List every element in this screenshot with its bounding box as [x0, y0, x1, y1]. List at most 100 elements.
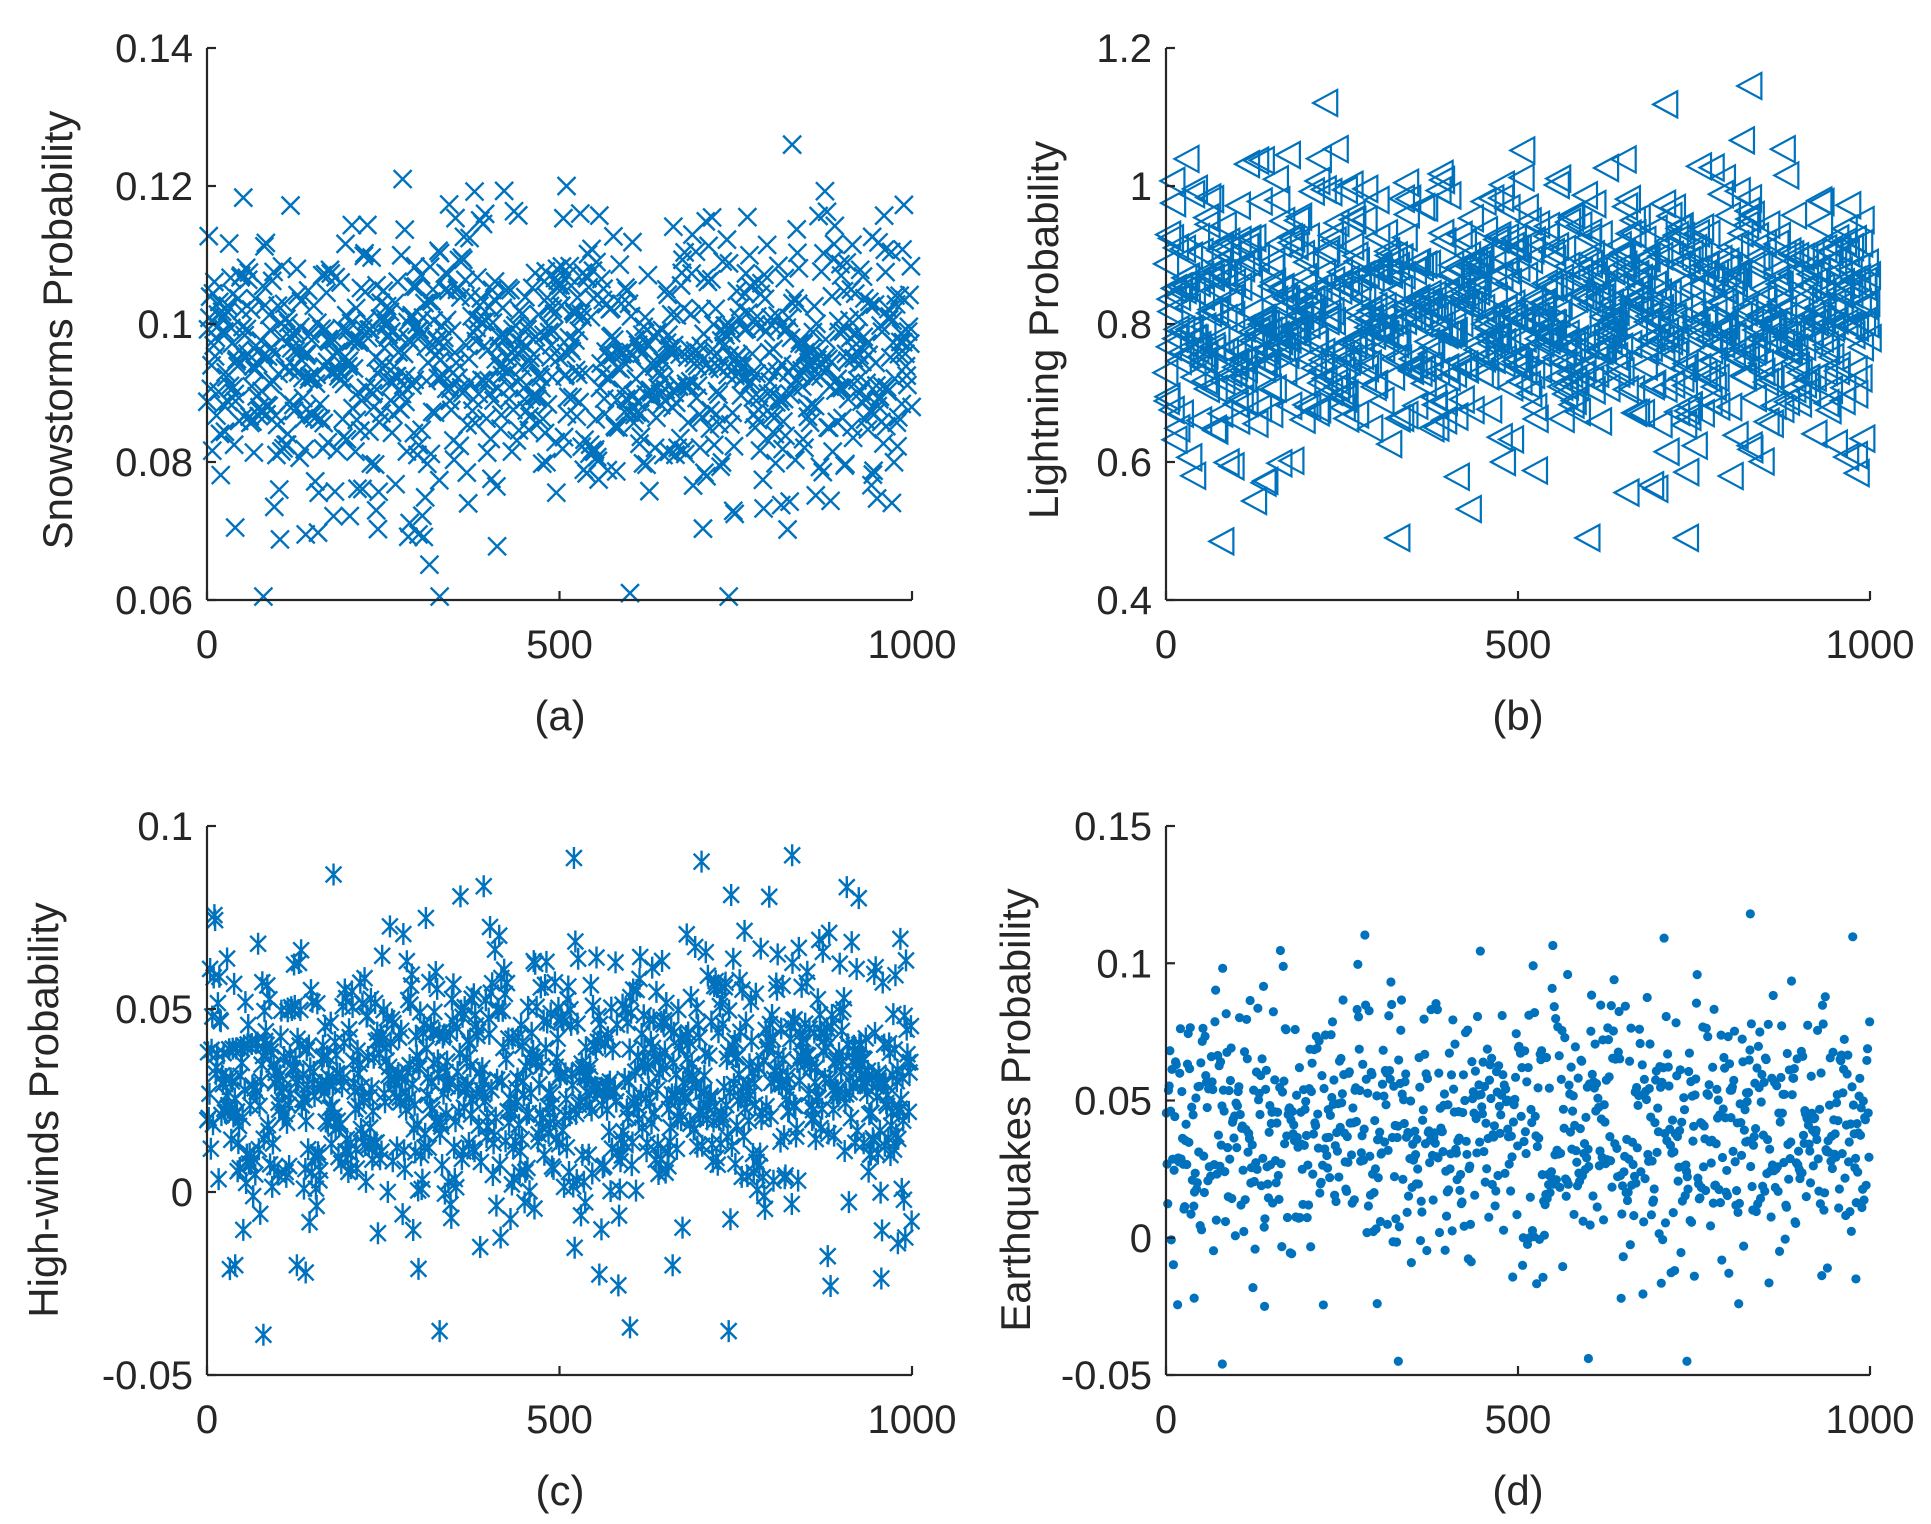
data-point — [263, 262, 284, 282]
data-point — [393, 1203, 412, 1226]
data-point — [1541, 1052, 1552, 1063]
data-point — [1327, 1017, 1338, 1027]
data-point — [1847, 1082, 1857, 1092]
data-point — [382, 422, 402, 443]
data-point — [1544, 1083, 1554, 1093]
data-point — [1391, 400, 1419, 430]
data-point — [831, 265, 851, 286]
data-point — [1400, 390, 1429, 421]
data-point — [1699, 1121, 1709, 1131]
data-point — [1427, 218, 1455, 248]
data-point — [1484, 220, 1512, 251]
data-point — [1639, 270, 1668, 300]
data-point — [888, 407, 909, 428]
data-point — [1350, 174, 1379, 204]
data-point — [1729, 1026, 1740, 1036]
data-point — [850, 259, 871, 280]
data-point — [491, 1226, 510, 1249]
data-point — [538, 394, 558, 415]
data-point — [673, 1216, 692, 1239]
data-point — [1582, 1153, 1592, 1163]
caption-c: (c) — [536, 1467, 585, 1514]
data-point — [297, 343, 318, 364]
data-point — [1315, 1188, 1325, 1198]
data-point — [1810, 1113, 1820, 1123]
data-point — [1463, 249, 1492, 280]
data-point — [739, 245, 760, 266]
data-point — [1702, 362, 1730, 393]
data-point — [1680, 430, 1708, 461]
data-point — [783, 844, 801, 867]
data-point — [355, 282, 376, 302]
data-point — [1259, 373, 1287, 404]
data-point — [1306, 1242, 1316, 1252]
data-point — [798, 406, 818, 427]
data-point — [794, 437, 815, 458]
y-tick-label: 0.06 — [115, 579, 193, 623]
data-point — [249, 932, 267, 955]
data-point — [519, 995, 537, 1018]
data-point — [1721, 420, 1749, 451]
data-point — [741, 363, 762, 384]
data-point — [561, 341, 582, 362]
data-point — [901, 397, 922, 417]
data-point — [1534, 1133, 1544, 1143]
data-point — [679, 376, 699, 397]
data-point — [410, 326, 431, 347]
data-point — [1304, 143, 1332, 174]
data-point — [753, 469, 773, 490]
data-point — [1300, 277, 1329, 307]
data-point — [1475, 946, 1485, 956]
data-point — [1290, 1024, 1300, 1035]
data-point — [1208, 1246, 1219, 1256]
data-point — [1642, 992, 1652, 1003]
data-point — [1726, 218, 1754, 249]
data-point — [1437, 1126, 1447, 1137]
data-point — [415, 487, 436, 508]
data-point — [1765, 1144, 1775, 1154]
data-point — [1676, 1247, 1686, 1258]
data-point — [824, 216, 845, 236]
data-point — [842, 234, 863, 255]
data-point — [392, 169, 413, 189]
data-point — [1491, 1186, 1501, 1196]
data-point — [1749, 1132, 1759, 1142]
data-point — [1272, 1107, 1283, 1117]
data-point — [569, 947, 587, 970]
data-point — [1603, 1035, 1614, 1045]
data-point — [1363, 1201, 1373, 1211]
data-point — [1488, 447, 1517, 477]
data-point — [1447, 384, 1475, 415]
data-point — [1200, 1031, 1210, 1042]
data-point — [1375, 1127, 1385, 1137]
data-point — [1261, 1084, 1271, 1094]
data-point — [1211, 1215, 1221, 1225]
data-point — [1607, 356, 1635, 387]
data-point — [374, 338, 395, 358]
data-point — [1444, 1048, 1454, 1058]
data-point — [1682, 1356, 1692, 1366]
data-point — [1616, 1293, 1626, 1303]
data-point — [1691, 301, 1719, 332]
data-point — [1584, 1161, 1594, 1172]
panel-a: 0.06 0.08 0.1 0.12 0.14 0 500 1000 Snowstorms P… — [34, 27, 956, 739]
data-point — [1519, 1136, 1529, 1147]
x-tick-label: 1000 — [868, 1398, 957, 1442]
data-point — [1329, 383, 1358, 414]
data-point — [1724, 1059, 1735, 1069]
data-point — [599, 368, 620, 389]
data-point — [1660, 339, 1689, 370]
data-point — [1622, 1195, 1633, 1206]
data-point — [1684, 1066, 1694, 1077]
data-point — [1367, 386, 1395, 416]
data-point — [1551, 1013, 1561, 1024]
data-point — [1394, 1055, 1404, 1065]
data-point — [1755, 1027, 1765, 1037]
data-point — [1235, 1109, 1245, 1120]
data-point — [1317, 1070, 1327, 1081]
data-point — [487, 536, 507, 557]
data-point — [587, 946, 606, 969]
data-point — [1569, 353, 1597, 384]
data-point — [1184, 405, 1213, 436]
data-point — [451, 885, 470, 908]
